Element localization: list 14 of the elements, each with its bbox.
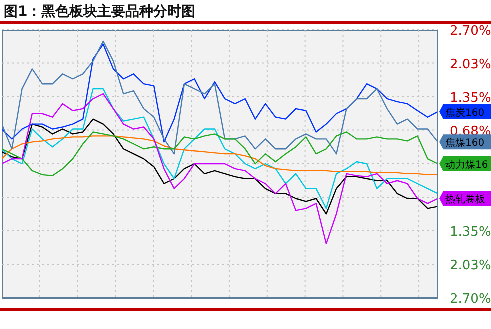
y-tick-label: 1.35%: [450, 225, 491, 240]
y-tick-label: 2.03%: [450, 57, 491, 72]
y-tick-label: 2.03%: [450, 258, 491, 274]
series-label: 热轧卷板: [446, 194, 486, 206]
series-label: 焦煤160: [446, 137, 485, 150]
series-label: 动力煤16: [446, 159, 488, 171]
line-series: [2, 118, 438, 215]
line-series: [2, 88, 438, 210]
chart-title: 图1：黑色板块主要品种分时图: [4, 3, 196, 21]
y-tick-label: 2.70%: [450, 24, 491, 39]
series-label: 焦炭160: [446, 106, 485, 119]
line-series: [2, 93, 438, 245]
y-tick-label: 1.35%: [450, 91, 491, 106]
y-tick-label: 2.70%: [450, 292, 491, 307]
